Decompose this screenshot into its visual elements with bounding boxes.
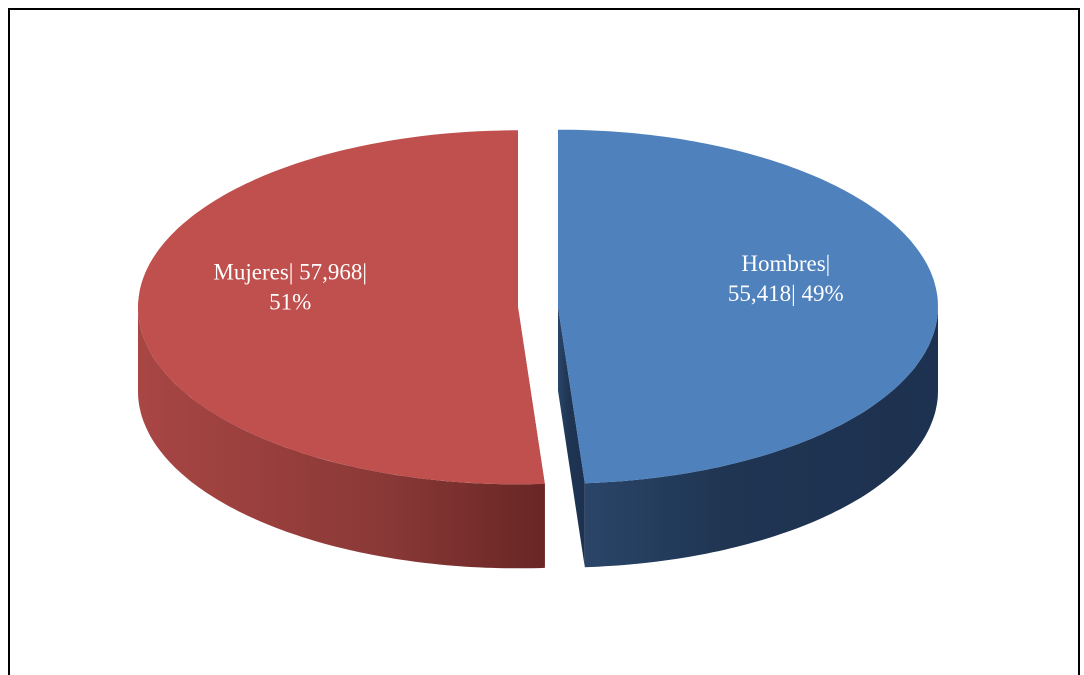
data-label: Mujeres| 57,968| xyxy=(213,259,367,284)
slice-side xyxy=(138,307,545,569)
data-label: 51% xyxy=(269,289,311,314)
data-label: 55,418| 49% xyxy=(728,281,844,306)
slice-side xyxy=(584,306,938,568)
slice xyxy=(138,130,545,485)
data-label: Hombres| xyxy=(741,251,830,276)
pie: Hombres| 55,418| 49% Mujeres| 57,968| 51% xyxy=(138,129,938,569)
slice xyxy=(558,129,938,484)
slice-cut-face xyxy=(558,306,585,568)
